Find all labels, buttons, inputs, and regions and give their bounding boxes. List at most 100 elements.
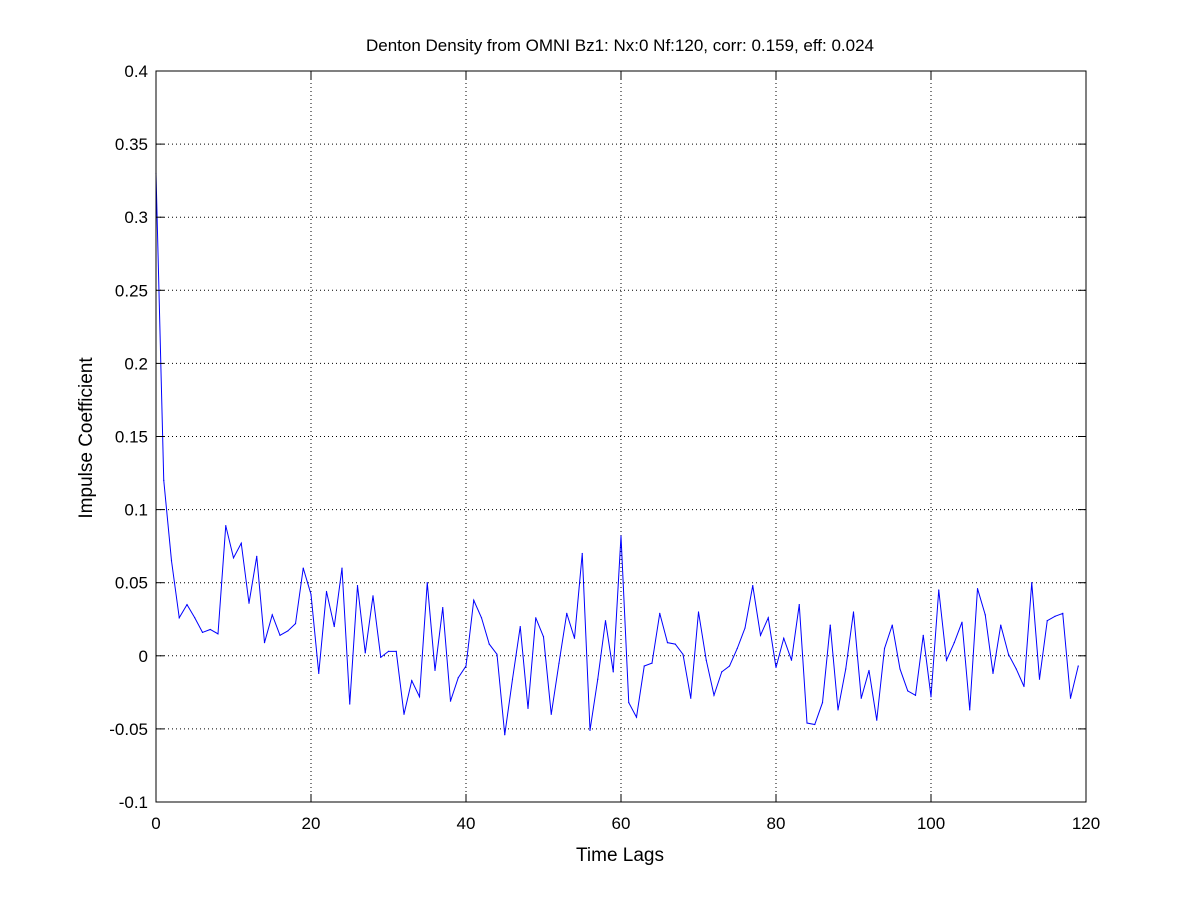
data-point bbox=[589, 729, 591, 731]
data-point bbox=[1069, 697, 1072, 699]
data-point bbox=[573, 637, 576, 639]
data-point bbox=[829, 624, 831, 626]
data-point bbox=[922, 634, 924, 636]
data-point bbox=[1054, 615, 1056, 617]
data-point bbox=[318, 672, 320, 674]
y-tick-label: 0.35 bbox=[115, 135, 148, 154]
data-point bbox=[752, 585, 754, 587]
data-point bbox=[488, 643, 490, 645]
data-point bbox=[387, 650, 390, 653]
data-point bbox=[837, 709, 839, 711]
data-point bbox=[473, 599, 475, 601]
data-point bbox=[310, 593, 312, 596]
x-axis-label: Time Lags bbox=[576, 845, 664, 866]
x-tick-label: 60 bbox=[612, 814, 631, 833]
data-point bbox=[527, 707, 529, 710]
y-tick-label: 0.4 bbox=[124, 62, 148, 81]
data-point bbox=[651, 662, 653, 664]
data-point bbox=[434, 669, 436, 672]
data-point bbox=[209, 628, 211, 631]
data-point bbox=[868, 669, 870, 672]
data-point bbox=[643, 665, 645, 667]
data-point bbox=[783, 637, 785, 639]
data-point bbox=[992, 672, 994, 674]
data-point bbox=[519, 625, 521, 628]
data-point bbox=[1046, 620, 1048, 622]
data-point bbox=[666, 642, 669, 644]
grid-lines bbox=[156, 71, 1086, 802]
x-tick-labels: 0 20 40 60 80 100 120 bbox=[151, 814, 1100, 833]
data-point bbox=[372, 595, 374, 597]
data-point bbox=[341, 567, 343, 569]
data-point bbox=[790, 659, 793, 661]
data-point bbox=[480, 617, 483, 619]
data-point bbox=[806, 722, 808, 724]
y-tick-label: 0.05 bbox=[115, 574, 148, 593]
chart-title: Denton Density from OMNI Bz1: Nx:0 Nf:12… bbox=[366, 36, 874, 55]
data-point bbox=[356, 585, 359, 587]
data-point bbox=[294, 623, 297, 625]
data-point bbox=[449, 700, 452, 702]
y-tick-labels: -0.1 -0.05 0 0.05 0.1 0.15 0.2 0.25 0.3 0.35 0.4 bbox=[109, 62, 148, 812]
data-point bbox=[566, 612, 568, 615]
data-point bbox=[690, 697, 692, 699]
data-point bbox=[511, 678, 514, 680]
data-point bbox=[256, 555, 258, 557]
data-point bbox=[682, 653, 684, 655]
data-point bbox=[914, 694, 917, 696]
data-point bbox=[380, 656, 382, 658]
data-point bbox=[287, 630, 289, 632]
data-point bbox=[620, 535, 622, 537]
y-tick-label: 0.15 bbox=[115, 428, 148, 447]
data-point bbox=[736, 647, 738, 650]
data-point bbox=[713, 694, 715, 696]
data-point bbox=[279, 634, 281, 636]
data-point bbox=[767, 617, 769, 619]
data-point bbox=[1038, 678, 1041, 680]
data-point bbox=[852, 611, 855, 613]
data-point bbox=[170, 560, 173, 562]
data-point bbox=[426, 582, 428, 584]
data-point bbox=[969, 709, 971, 711]
data-point bbox=[798, 604, 800, 606]
data-point bbox=[271, 614, 273, 616]
data-point bbox=[217, 633, 219, 635]
data-point bbox=[860, 697, 862, 699]
x-tick-label: 80 bbox=[767, 814, 786, 833]
y-tick-label: 0.25 bbox=[115, 281, 148, 300]
data-point bbox=[248, 602, 250, 604]
data-point bbox=[907, 690, 909, 692]
x-tick-label: 100 bbox=[917, 814, 945, 833]
data-point bbox=[659, 612, 661, 615]
data-point bbox=[1077, 665, 1079, 667]
data-point bbox=[496, 653, 498, 655]
data-point bbox=[1007, 653, 1010, 655]
data-points bbox=[155, 172, 1079, 736]
data-point bbox=[876, 719, 878, 721]
data-point bbox=[597, 678, 599, 680]
data-point bbox=[542, 636, 545, 638]
data-point bbox=[775, 666, 777, 669]
data-point bbox=[504, 734, 506, 736]
data-point bbox=[558, 662, 560, 664]
data-point bbox=[891, 624, 893, 626]
data-point bbox=[635, 716, 638, 718]
data-point bbox=[418, 696, 421, 698]
data-point bbox=[938, 589, 940, 591]
data-point bbox=[976, 587, 979, 590]
data-point bbox=[945, 659, 948, 661]
data-point bbox=[411, 680, 413, 682]
data-point bbox=[744, 627, 746, 629]
data-point bbox=[364, 652, 366, 654]
data-point bbox=[1062, 612, 1064, 615]
impulse-coefficient-line bbox=[155, 173, 1079, 735]
y-tick-label: -0.1 bbox=[119, 793, 148, 812]
y-tick-label: 0.3 bbox=[124, 208, 148, 227]
y-tick-label: 0.2 bbox=[124, 354, 148, 373]
data-point bbox=[442, 606, 444, 609]
plot-area: 0 20 40 60 80 100 120 -0.1 -0.05 0 0.05 0.1 0.15 0.2… bbox=[109, 62, 1100, 833]
data-point bbox=[581, 552, 583, 555]
data-point bbox=[674, 643, 676, 645]
data-point bbox=[1031, 582, 1033, 584]
x-tick-label: 20 bbox=[302, 814, 321, 833]
